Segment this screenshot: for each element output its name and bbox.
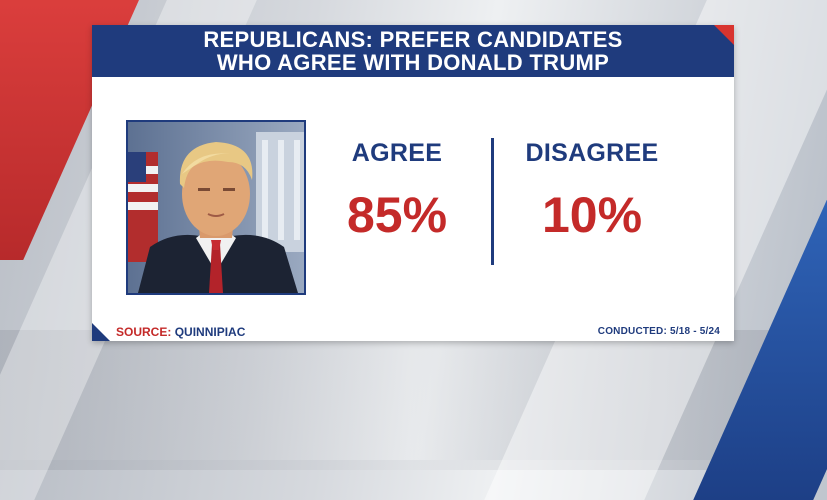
source-label: SOURCE: [116, 325, 172, 339]
portrait-photo [126, 120, 306, 295]
source-credit: SOURCE: QUINNIPIAC [116, 325, 245, 339]
disagree-label: DISAGREE [525, 139, 659, 167]
navy-corner-accent [92, 323, 110, 341]
conducted-dates: CONDUCTED: 5/18 - 5/24 [598, 326, 720, 337]
title-line-2: WHO AGREE WITH DONALD TRUMP [216, 50, 610, 75]
poll-graphic-card: REPUBLICANS: PREFER CANDIDATES WHO AGREE… [92, 25, 734, 341]
background-band [0, 330, 827, 470]
conducted-label: CONDUCTED: [597, 326, 667, 337]
agree-label: AGREE [351, 139, 443, 167]
source-name: QUINNIPIAC [174, 325, 246, 339]
stat-divider [491, 138, 494, 265]
disagree-percentage: 10% [541, 187, 643, 243]
agree-percentage: 85% [346, 187, 448, 243]
title-banner: REPUBLICANS: PREFER CANDIDATES WHO AGREE… [92, 25, 734, 77]
title-line-1: REPUBLICANS: PREFER CANDIDATES [203, 27, 623, 52]
red-corner-accent [714, 25, 734, 45]
conducted-date-range: 5/18 - 5/24 [669, 326, 720, 337]
